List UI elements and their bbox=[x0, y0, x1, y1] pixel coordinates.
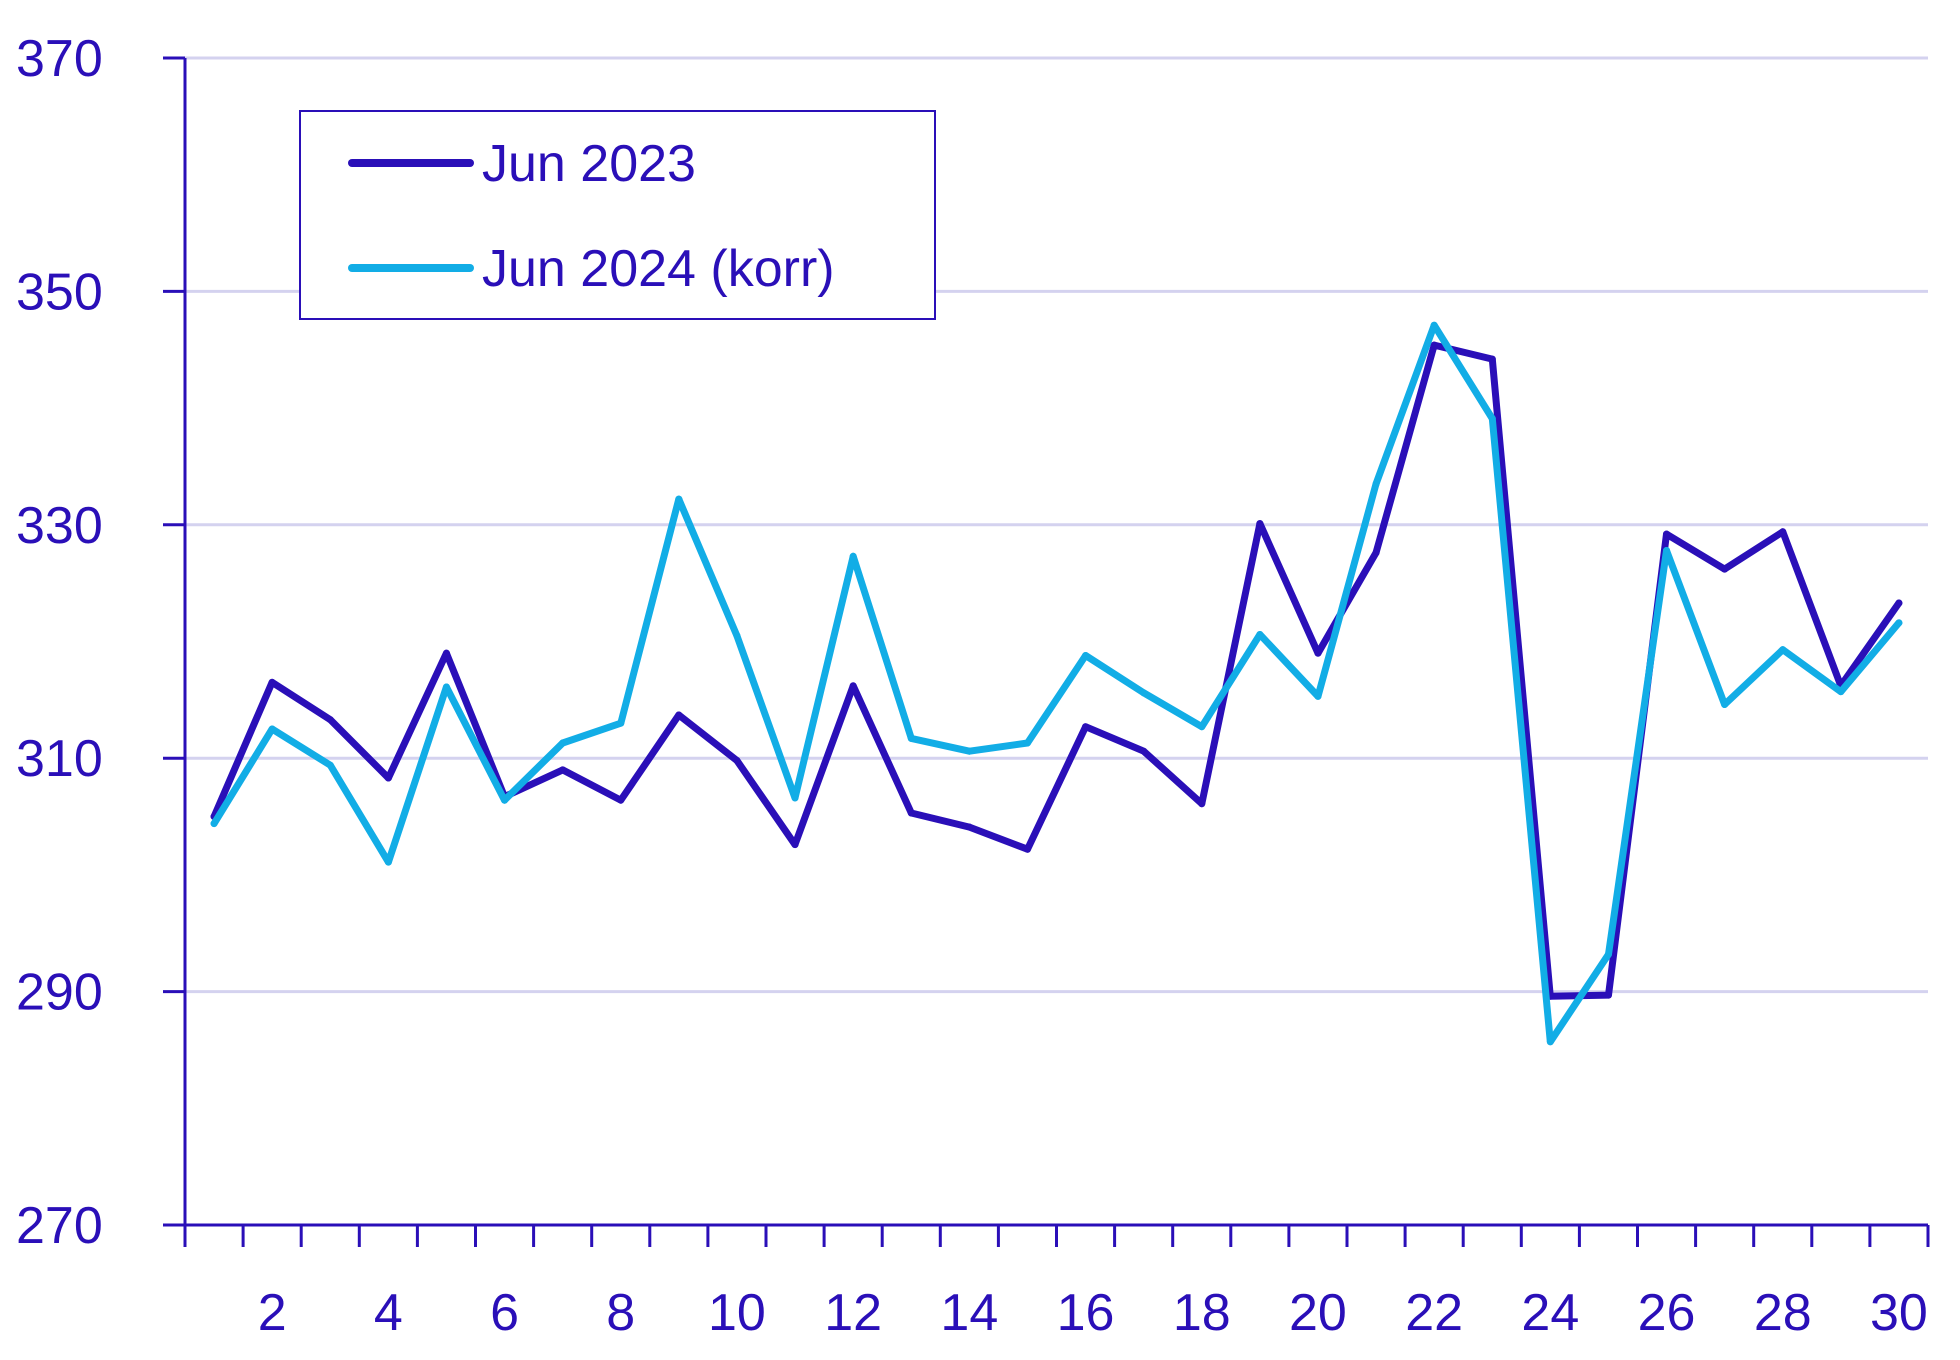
data-point bbox=[384, 774, 392, 782]
data-point bbox=[1082, 652, 1090, 660]
data-point bbox=[1604, 991, 1612, 999]
data-point bbox=[1198, 800, 1206, 808]
data-point bbox=[268, 678, 276, 686]
y-tick-label: 330 bbox=[16, 497, 103, 555]
data-point bbox=[1372, 549, 1380, 557]
data-point bbox=[733, 632, 741, 640]
data-point bbox=[384, 858, 392, 866]
data-point bbox=[1082, 723, 1090, 731]
data-point bbox=[1140, 689, 1148, 697]
x-tick-label: 28 bbox=[1754, 1284, 1812, 1342]
x-tick-label: 2 bbox=[258, 1284, 287, 1342]
data-point bbox=[907, 809, 915, 817]
legend: Jun 2023 Jun 2024 (korr) bbox=[299, 110, 936, 320]
data-point bbox=[1895, 599, 1903, 607]
y-tick-label: 310 bbox=[16, 730, 103, 788]
x-tick-label: 14 bbox=[940, 1284, 998, 1342]
data-point bbox=[1895, 619, 1903, 627]
data-point bbox=[1023, 845, 1031, 853]
data-point bbox=[849, 552, 857, 560]
data-point bbox=[965, 747, 973, 755]
series-lines bbox=[210, 321, 1903, 1046]
data-point bbox=[1663, 546, 1671, 554]
data-point bbox=[1488, 415, 1496, 423]
data-point bbox=[1488, 355, 1496, 363]
data-point bbox=[1721, 565, 1729, 573]
y-tick-label: 370 bbox=[16, 30, 103, 88]
data-point bbox=[791, 794, 799, 802]
data-point bbox=[1430, 341, 1438, 349]
data-point bbox=[849, 682, 857, 690]
data-point bbox=[326, 716, 334, 724]
data-point bbox=[617, 719, 625, 727]
data-point bbox=[1372, 480, 1380, 488]
y-tick-label: 350 bbox=[16, 263, 103, 321]
data-point bbox=[326, 761, 334, 769]
data-point bbox=[1663, 530, 1671, 538]
data-point bbox=[1779, 646, 1787, 654]
data-point bbox=[442, 683, 450, 691]
series-line-1 bbox=[210, 341, 1903, 1000]
data-point bbox=[1837, 688, 1845, 696]
x-tick-label: 16 bbox=[1057, 1284, 1115, 1342]
x-tick-label: 6 bbox=[490, 1284, 519, 1342]
x-tick-label: 26 bbox=[1638, 1284, 1696, 1342]
x-tick-label: 10 bbox=[708, 1284, 766, 1342]
data-point bbox=[210, 820, 218, 828]
data-point bbox=[675, 495, 683, 503]
data-point bbox=[559, 739, 567, 747]
data-point bbox=[791, 841, 799, 849]
data-point bbox=[675, 711, 683, 719]
data-point bbox=[268, 725, 276, 733]
data-point bbox=[1198, 723, 1206, 731]
x-tick-label: 24 bbox=[1521, 1284, 1579, 1342]
data-point bbox=[1023, 739, 1031, 747]
data-point bbox=[1256, 630, 1264, 638]
data-point bbox=[501, 796, 509, 804]
data-point bbox=[559, 766, 567, 774]
data-point bbox=[1314, 692, 1322, 700]
data-point bbox=[442, 649, 450, 657]
data-point bbox=[1604, 950, 1612, 958]
x-tick-label: 12 bbox=[824, 1284, 882, 1342]
legend-label: Jun 2023 bbox=[482, 135, 696, 193]
y-tick-label: 290 bbox=[16, 964, 103, 1022]
data-point bbox=[617, 796, 625, 804]
data-point bbox=[1779, 528, 1787, 536]
y-tick-label: 270 bbox=[16, 1197, 103, 1255]
data-point bbox=[1721, 701, 1729, 709]
legend-label: Jun 2024 (korr) bbox=[482, 240, 835, 298]
data-point bbox=[1314, 649, 1322, 657]
data-point bbox=[1140, 747, 1148, 755]
legend-box bbox=[299, 110, 936, 320]
series-line-2 bbox=[210, 321, 1903, 1046]
x-tick-label: 18 bbox=[1173, 1284, 1231, 1342]
data-point bbox=[1430, 321, 1438, 329]
x-tick-label: 4 bbox=[374, 1284, 403, 1342]
data-point bbox=[1546, 1038, 1554, 1046]
x-tick-label: 22 bbox=[1405, 1284, 1463, 1342]
data-point bbox=[965, 823, 973, 831]
data-point bbox=[733, 757, 741, 765]
x-tick-label: 30 bbox=[1870, 1284, 1928, 1342]
x-tick-label: 20 bbox=[1289, 1284, 1347, 1342]
x-tick-label: 8 bbox=[606, 1284, 635, 1342]
data-point bbox=[1256, 520, 1264, 528]
data-point bbox=[907, 734, 915, 742]
